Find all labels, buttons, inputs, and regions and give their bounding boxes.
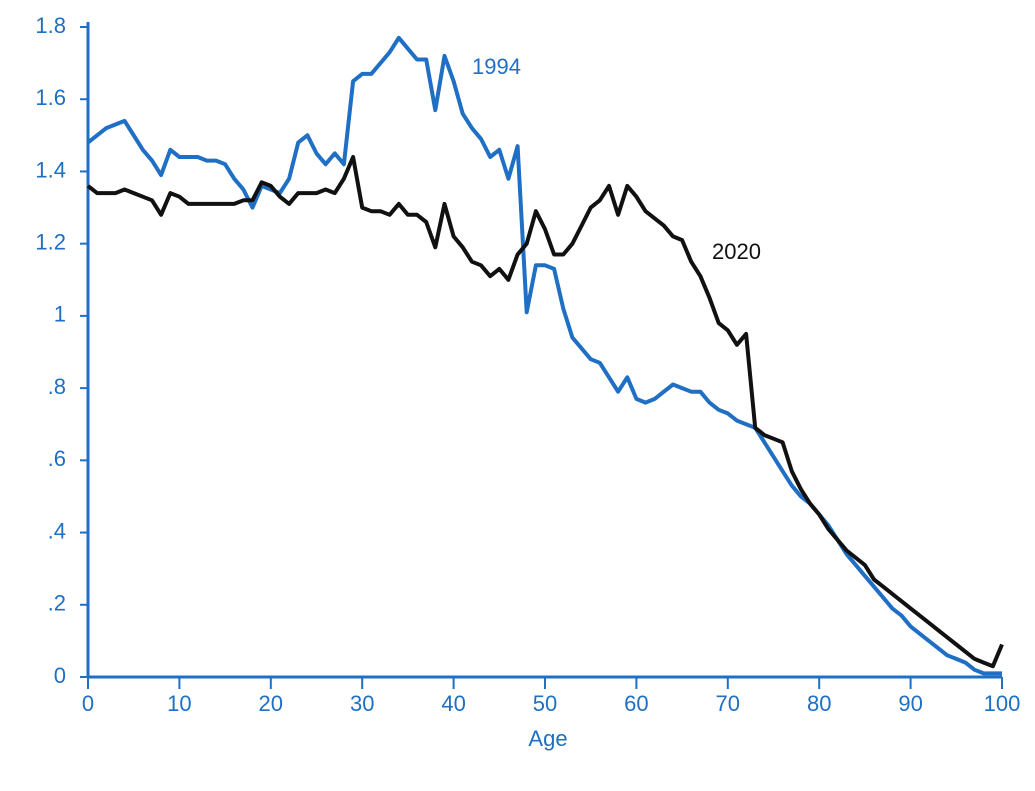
x-tick-label: 90: [898, 691, 922, 716]
x-tick-label: 80: [807, 691, 831, 716]
x-axis-label: Age: [528, 726, 567, 751]
y-tick-label: .8: [48, 374, 66, 399]
x-tick-label: 10: [167, 691, 191, 716]
series-label: 1994: [472, 54, 521, 79]
x-tick-label: 50: [533, 691, 557, 716]
series-line: [86, 155, 1004, 669]
x-tick-label: 0: [82, 691, 94, 716]
y-tick-label: 1.2: [35, 229, 66, 254]
x-tick-label: 70: [716, 691, 740, 716]
y-tick-label: 0: [54, 663, 66, 688]
x-tick-label: 100: [984, 691, 1021, 716]
series-label: 2020: [712, 239, 761, 264]
y-tick-label: 1: [54, 302, 66, 327]
y-tick-label: 1.4: [35, 157, 66, 182]
y-tick-label: 1.8: [35, 13, 66, 38]
x-tick-label: 30: [350, 691, 374, 716]
series-line: [86, 35, 1002, 676]
y-tick-label: 1.6: [35, 85, 66, 110]
x-tick-label: 40: [441, 691, 465, 716]
y-tick-label: .6: [48, 446, 66, 471]
y-tick-label: .2: [48, 591, 66, 616]
x-tick-label: 60: [624, 691, 648, 716]
y-tick-label: .4: [48, 518, 66, 543]
x-tick-label: 20: [259, 691, 283, 716]
